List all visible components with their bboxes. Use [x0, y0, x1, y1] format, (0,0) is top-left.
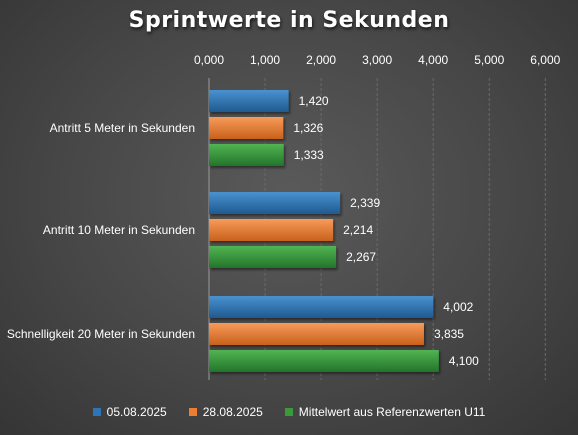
x-tick-label: 4,000 [418, 53, 448, 67]
bar [209, 144, 284, 166]
legend-swatch [188, 408, 197, 416]
data-label: 2,339 [350, 196, 380, 210]
data-label: 1,326 [293, 121, 323, 135]
bar [209, 192, 341, 214]
data-label: 4,002 [443, 300, 473, 314]
x-tick-label: 6,000 [530, 53, 560, 67]
legend: 05.08.2025 28.08.2025 Mittelwert aus Refer… [0, 405, 578, 419]
bar [209, 350, 439, 372]
bar [209, 296, 434, 318]
x-tick-label: 5,000 [474, 53, 504, 67]
legend-label: 05.08.2025 [106, 405, 167, 419]
bar [209, 219, 334, 241]
category-label: Antritt 10 Meter in Sekunden [43, 223, 195, 237]
bar [209, 90, 289, 112]
legend-label: Mittelwert aus Referenzwerten U11 [298, 405, 486, 419]
legend-label: 28.08.2025 [202, 405, 263, 419]
x-tick-label: 3,000 [362, 53, 392, 67]
legend-entry: Mittelwert aus Referenzwerten U11 [284, 405, 486, 419]
data-label: 4,100 [449, 354, 479, 368]
legend-swatch [92, 408, 101, 416]
chart-title: Sprintwerte in Sekunden [128, 8, 450, 33]
data-label: 1,420 [299, 94, 329, 108]
bar [209, 246, 337, 268]
data-label: 2,214 [343, 223, 373, 237]
category-label: Antritt 5 Meter in Sekunden [50, 121, 195, 135]
legend-entry: 05.08.2025 [92, 405, 167, 419]
legend-swatch [284, 408, 293, 416]
data-label: 2,267 [346, 250, 376, 264]
category-label: Schnelligkeit 20 Meter in Sekunden [7, 327, 195, 341]
legend-entry: 28.08.2025 [188, 405, 263, 419]
x-tick-label: 1,000 [250, 53, 280, 67]
data-label: 1,333 [294, 148, 324, 162]
x-tick-label: 2,000 [306, 53, 336, 67]
data-label: 3,835 [434, 327, 464, 341]
bar [209, 117, 284, 139]
bar [209, 323, 424, 345]
x-tick-label: 0,000 [194, 53, 224, 67]
plot-area: 0,000 1,000 2,000 3,000 4,000 5,000 6,000 Antri… [7, 53, 560, 380]
